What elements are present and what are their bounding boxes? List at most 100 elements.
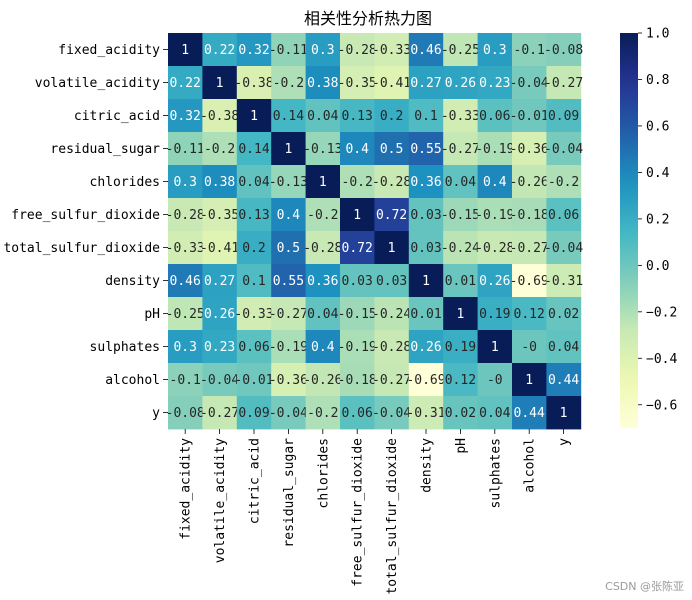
cell-value-label: 0.36 bbox=[410, 175, 441, 190]
heatmap-cell bbox=[340, 330, 375, 364]
cell-value-label: 0.46 bbox=[410, 43, 441, 58]
x-tick-label: density bbox=[420, 438, 435, 493]
heatmap-cell bbox=[408, 66, 444, 100]
cell-value-label: -0.24 bbox=[372, 307, 411, 322]
heatmap-cell bbox=[168, 99, 203, 133]
heatmap-cell bbox=[374, 66, 410, 100]
heatmap-cell bbox=[236, 363, 272, 397]
heatmap-cell bbox=[340, 231, 375, 265]
cell-value-label: 1 bbox=[250, 109, 258, 124]
heatmap-cell bbox=[512, 33, 547, 67]
y-tick-label: free_sulfur_dioxide bbox=[11, 208, 160, 223]
heatmap-cell bbox=[443, 33, 478, 67]
x-tick-label: sulphates bbox=[488, 438, 503, 508]
cell-value-label: -0.33 bbox=[441, 109, 480, 124]
heatmap-cell bbox=[340, 66, 375, 100]
cell-value-label: 0.13 bbox=[238, 208, 269, 223]
cell-value-label: 0.55 bbox=[410, 142, 441, 157]
cell-value-label: 0.36 bbox=[307, 274, 338, 289]
y-tick-label: fixed_acidity bbox=[58, 43, 160, 58]
cell-value-label: 1 bbox=[491, 340, 499, 355]
colorbar-tick-label: −0.4 bbox=[646, 352, 677, 367]
heatmap-cell bbox=[168, 297, 203, 331]
heatmap-cell bbox=[477, 66, 513, 100]
heatmap-cell bbox=[168, 231, 203, 265]
heatmap-cell bbox=[546, 66, 582, 100]
watermark: CSDN @张陈亚 bbox=[605, 580, 684, 593]
heatmap-cell bbox=[546, 33, 582, 67]
cell-value-label: 0.23 bbox=[479, 76, 510, 91]
cell-value-label: 1 bbox=[388, 241, 396, 256]
cell-value-label: 0.4 bbox=[483, 175, 507, 190]
heatmap-cell bbox=[512, 297, 547, 331]
heatmap-cell bbox=[340, 132, 375, 166]
cell-value-label: -0.15 bbox=[441, 208, 480, 223]
heatmap-cell bbox=[202, 363, 238, 397]
heatmap-cell bbox=[374, 363, 410, 397]
cell-value-label: -0.33 bbox=[166, 241, 205, 256]
cell-value-label: -0.04 bbox=[200, 373, 239, 388]
heatmap-cell bbox=[512, 396, 547, 430]
heatmap-cell bbox=[305, 363, 341, 397]
heatmap-cell bbox=[408, 165, 444, 199]
cell-value-label: 0.44 bbox=[548, 373, 579, 388]
cell-value-label: -0.69 bbox=[406, 373, 445, 388]
cell-value-label: -0.38 bbox=[234, 76, 273, 91]
heatmap-cell bbox=[443, 231, 478, 265]
heatmap-cell bbox=[408, 330, 444, 364]
cell-value-label: 0.44 bbox=[514, 406, 545, 421]
heatmap-cell bbox=[236, 330, 272, 364]
cell-value-label: -0.27 bbox=[544, 76, 583, 91]
heatmap-cell bbox=[443, 99, 478, 133]
colorbar-tick-label: −0.2 bbox=[646, 305, 677, 320]
heatmap-cell bbox=[512, 231, 547, 265]
cell-value-label: 0.13 bbox=[342, 109, 373, 124]
heatmap-cell bbox=[443, 330, 478, 364]
cell-value-label: -0.27 bbox=[510, 241, 549, 256]
heatmap-cell bbox=[168, 165, 203, 199]
cell-value-label: -0.24 bbox=[441, 241, 480, 256]
cell-value-label: 0.14 bbox=[238, 142, 269, 157]
cell-value-label: -0.11 bbox=[269, 43, 308, 58]
colorbar-tick-label: 0.0 bbox=[646, 259, 669, 274]
heatmap-cell bbox=[168, 363, 203, 397]
heatmap-cell bbox=[512, 198, 547, 232]
heatmap-cell bbox=[477, 330, 513, 364]
colorbar-gradient bbox=[620, 33, 638, 428]
cell-value-label: -0.41 bbox=[200, 241, 239, 256]
heatmap-cell bbox=[271, 231, 306, 265]
cell-value-label: 0.72 bbox=[342, 241, 373, 256]
heatmap-cell bbox=[168, 264, 203, 298]
heatmap-cell bbox=[202, 33, 238, 67]
heatmap-cell bbox=[340, 363, 375, 397]
cell-value-label: 0.04 bbox=[445, 175, 476, 190]
cell-value-label: -0.31 bbox=[406, 406, 445, 421]
heatmap-cell bbox=[340, 297, 375, 331]
cell-value-label: -0.28 bbox=[303, 241, 342, 256]
heatmap-cell bbox=[271, 363, 306, 397]
x-tick-label: chlorides bbox=[316, 438, 331, 508]
cell-value-label: 0.38 bbox=[307, 76, 338, 91]
heatmap-cell bbox=[271, 165, 306, 199]
cell-value-label: -0.35 bbox=[200, 208, 239, 223]
heatmap-cell bbox=[202, 198, 238, 232]
chart-title: 相关性分析热力图 bbox=[304, 9, 432, 28]
cell-value-label: -0.2 bbox=[204, 142, 235, 157]
heatmap-cell bbox=[236, 198, 272, 232]
heatmap-cell bbox=[271, 297, 306, 331]
heatmap-cell bbox=[477, 231, 513, 265]
heatmap-cell bbox=[374, 198, 410, 232]
heatmap-cell bbox=[546, 264, 582, 298]
heatmap-cell bbox=[374, 165, 410, 199]
cell-value-label: 0.26 bbox=[445, 76, 476, 91]
cell-value-label: 0.04 bbox=[479, 406, 510, 421]
heatmap-cell bbox=[546, 297, 582, 331]
heatmap-cell bbox=[443, 66, 478, 100]
heatmap-cell bbox=[271, 330, 306, 364]
heatmap-cell bbox=[477, 264, 513, 298]
cell-value-label: 0.01 bbox=[445, 274, 476, 289]
cell-value-label: 0.27 bbox=[410, 76, 441, 91]
heatmap-cell bbox=[443, 165, 478, 199]
cell-value-label: 0.06 bbox=[479, 109, 510, 124]
cell-value-label: 0.04 bbox=[238, 175, 269, 190]
